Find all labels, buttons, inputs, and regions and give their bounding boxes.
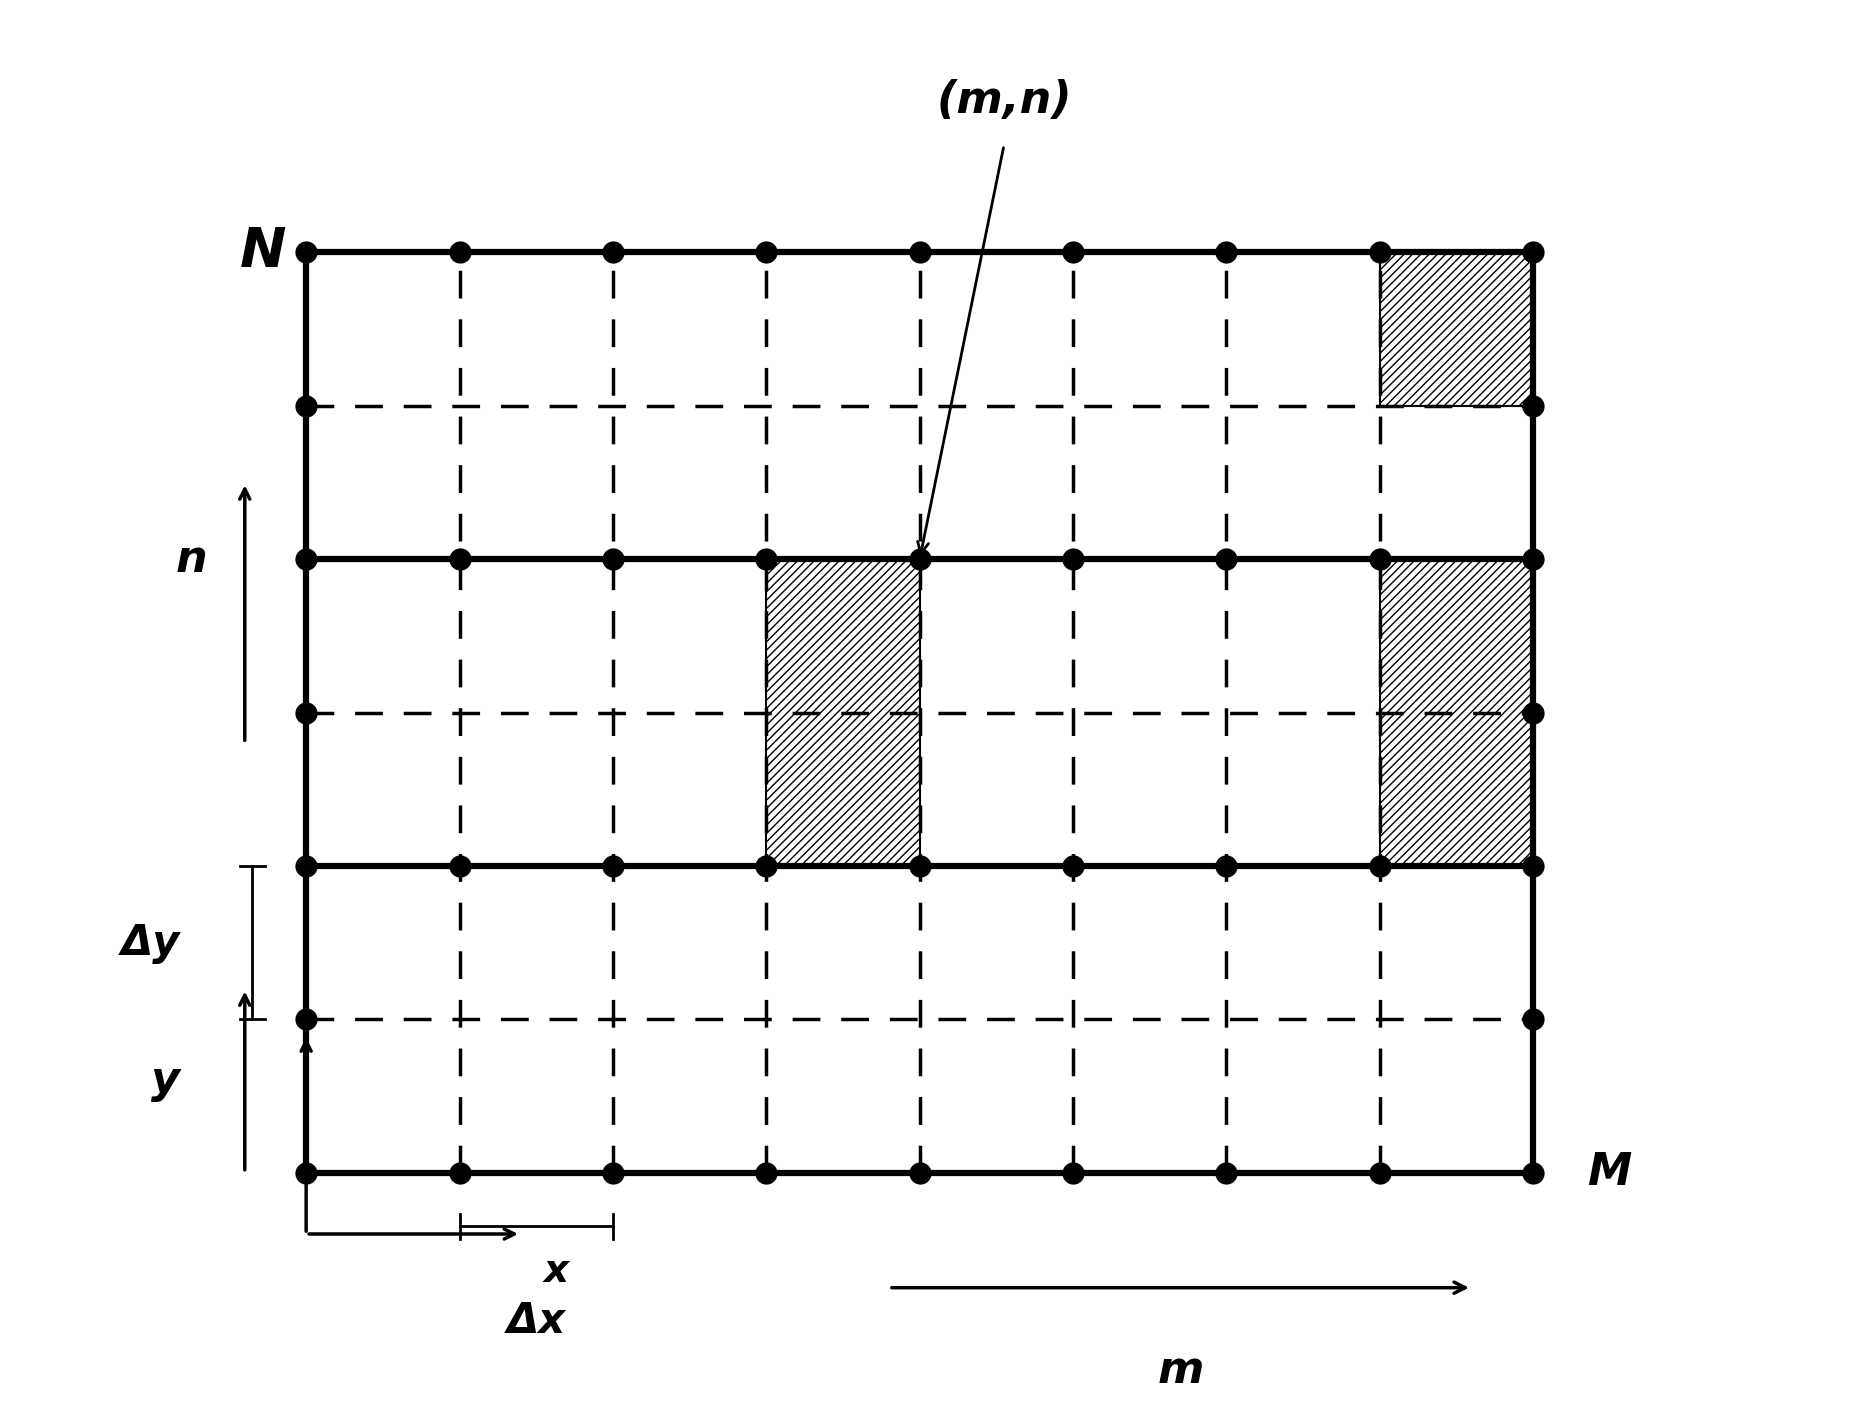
Bar (767, 559, 920, 866)
Text: y: y (151, 1059, 180, 1102)
Text: n: n (176, 537, 208, 580)
Text: x: x (544, 1253, 568, 1291)
Bar (1380, 559, 1533, 866)
Text: N: N (239, 225, 286, 279)
Text: m: m (1158, 1349, 1204, 1392)
Text: Δy: Δy (122, 922, 180, 963)
Text: (m,n): (m,n) (937, 78, 1072, 123)
Text: Δx: Δx (507, 1300, 567, 1342)
Text: M: M (1588, 1151, 1631, 1194)
Bar (1380, 252, 1533, 406)
